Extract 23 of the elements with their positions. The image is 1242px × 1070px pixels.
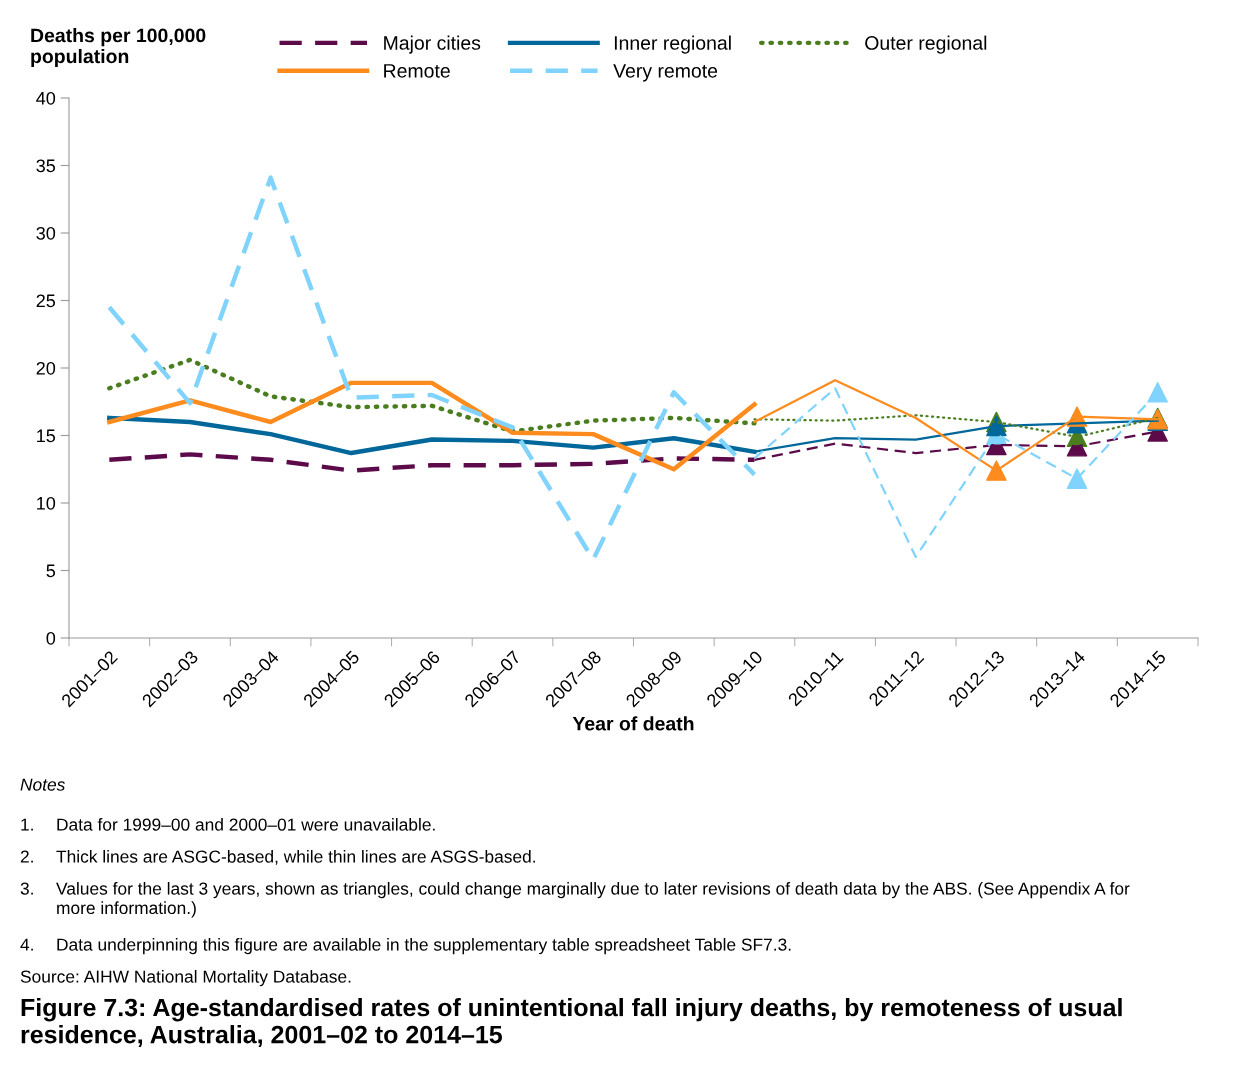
text: 1. Data for 1999–00 and 2000–01 were unavailable. [21,818,435,831]
text: 4. Data underpinning this figure are available in the supplementary table spreadsheet Table SF7.3. [20,938,791,955]
y-tick-label: 30 [36,226,56,240]
x-axis-title: Year of death [572,716,694,731]
y-axis-title: Deaths per 100,000 population [31,28,206,68]
y-tick-label: 25 [36,294,56,308]
text: Figure 7.3: Age-standardised rates of unintentional fall injury deaths, by remoteness of usual residence, Australia, 2001–02 to 2014–15 [21,998,1122,1048]
y-tick-label: 15 [37,429,56,443]
y-tick-label: 40 [36,91,56,105]
text: 3. Values for the last 3 years, shown as triangles, could change marginally due to later revisions of death data by the ABS. (See Appendix A for more information.) [20,882,1130,918]
text: 2. Thick lines are ASGC-based, while thin lines are ASGS-based. [20,850,535,865]
text: Notes [20,778,65,791]
legend-label: Inner regional [614,35,731,54]
y-tick-label: 10 [37,496,56,510]
y-tick-label: 20 [36,361,56,375]
legend-label: Major cities [384,35,481,54]
legend-label: Very remote [613,64,718,82]
legend-label: Outer regional [865,35,987,54]
y-tick-label: 5 [46,564,56,578]
source-note: Source: AIHW National Mortality Database. [20,970,351,987]
y-tick-label: 0 [46,631,56,645]
legend-label: Remote [384,64,450,78]
y-tick-label: 35 [36,159,56,173]
